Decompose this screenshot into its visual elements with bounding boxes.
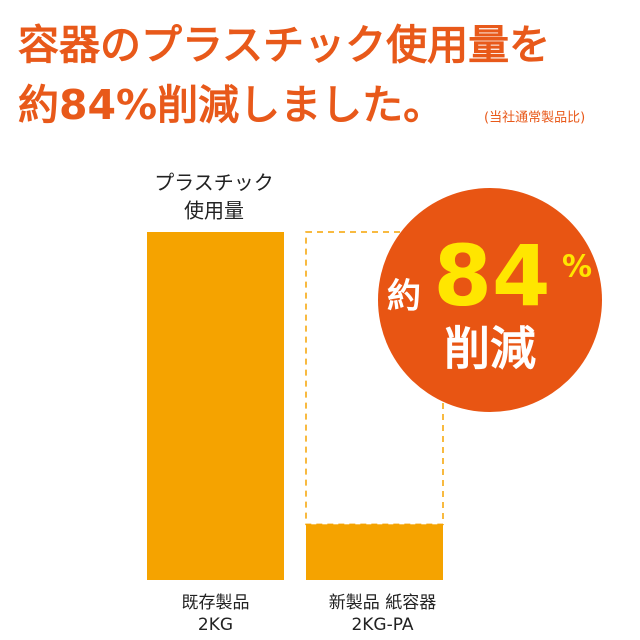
badge [378, 188, 602, 412]
y-axis-label: 使用量 [184, 199, 244, 223]
x-tick-label: 新製品 紙容器 [329, 593, 436, 613]
x-tick-label: 2KG-PA [351, 615, 413, 635]
badge-prefix: 約 [387, 277, 421, 317]
x-tick-label: 2KG [198, 615, 233, 635]
chart-title: 約84%削減しました。 [18, 81, 444, 129]
reduced-portion [305, 231, 444, 526]
chart-note: (当社通常製品比) [484, 110, 585, 126]
bar [306, 524, 443, 580]
y-axis-label: プラスチック [154, 171, 274, 195]
badge-label: 削減 [444, 322, 536, 376]
badge-value: 84 [434, 227, 551, 325]
badge-unit: % [562, 250, 592, 285]
bar [147, 232, 284, 580]
x-tick-label: 既存製品 [182, 593, 250, 613]
chart-title: 容器のプラスチック使用量を [18, 21, 550, 69]
